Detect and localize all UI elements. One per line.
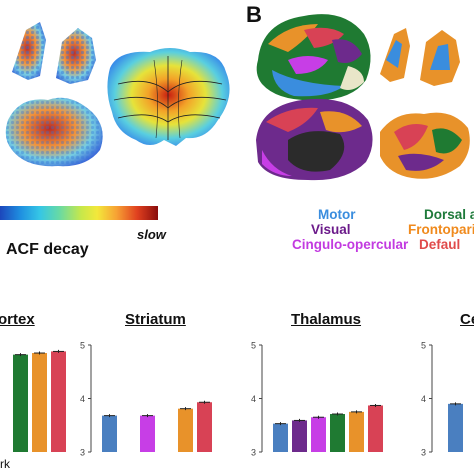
legend-frontoparietal: Frontopari [408,222,474,237]
medial-cortex-network-map [256,98,373,181]
cerebellum-flatmap [107,48,230,146]
subcortical-right-map [56,28,96,84]
bar [140,415,155,452]
network-subcortical-maps [380,28,470,179]
panel-a-brain-maps [5,22,230,167]
bar [330,414,345,452]
bar [368,405,383,452]
chart-title-striatum: Striatum [125,311,186,328]
bar [13,354,28,452]
y-tick-label: 4 [80,394,85,404]
y-tick-label: 5 [421,341,426,351]
chart-title-cerebellum: Ce [460,311,474,328]
subcortical-left-map [12,22,46,80]
bar [32,353,47,452]
bar [51,351,66,452]
y-tick-label: 3 [421,448,426,458]
colorbar-title: ACF decay [6,241,89,258]
legend-motor: Motor [318,207,356,222]
thalamus-map [5,97,103,167]
legend-visual: Visual [311,222,351,237]
lateral-cortex-network-map [256,14,371,101]
legend-default: Defaul [419,237,461,252]
bar [178,408,193,452]
chart-title-cortex: ortex [0,311,35,328]
y-tick-label: 5 [80,341,85,351]
bar [292,420,307,452]
bar [448,403,463,452]
chart-title-thalamus: Thalamus [291,311,362,328]
y-tick-label: 3 [80,448,85,458]
colorbar-end-label: slow [137,227,166,242]
bar [197,402,212,452]
bar [273,423,288,452]
bar [311,417,326,452]
y-tick-label: 4 [251,394,256,404]
acf-colorbar [0,206,158,220]
bar [349,411,364,452]
panel-b-letter: B [246,2,262,27]
left-label-fragment: rk [0,457,10,471]
y-tick-label: 5 [251,341,256,351]
y-tick-label: 3 [251,448,256,458]
y-tick-label: 4 [421,394,426,404]
legend-cingulo-opercular: Cingulo-opercular [292,237,409,252]
bar [102,415,117,452]
legend-dorsal-attention: Dorsal a [424,207,474,222]
panel-b-brain-maps [256,14,470,181]
